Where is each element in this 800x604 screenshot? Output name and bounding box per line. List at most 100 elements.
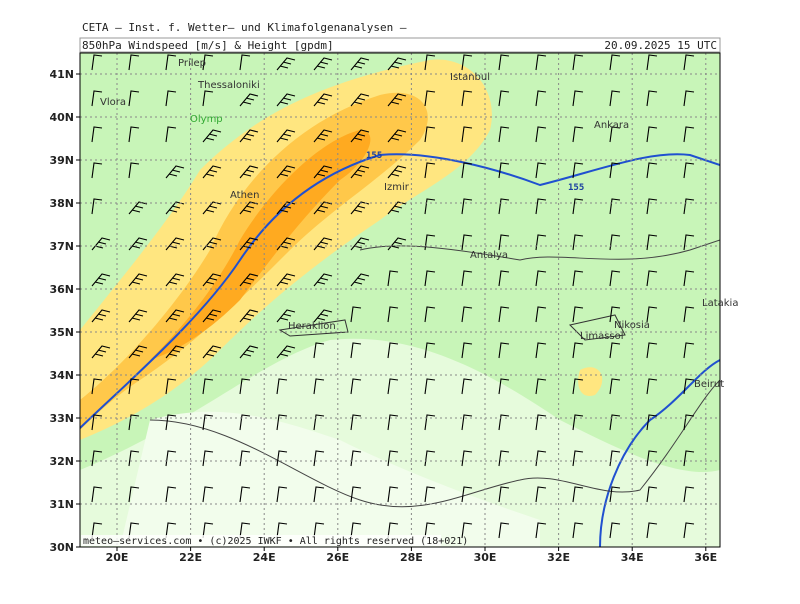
lon-label: 24E xyxy=(253,551,276,564)
wind-barb xyxy=(572,126,584,143)
wind-barb xyxy=(387,201,407,215)
wind-barb xyxy=(424,342,436,359)
wind-barb xyxy=(313,165,333,179)
wind-spot xyxy=(578,367,603,396)
wind-barb xyxy=(498,162,510,179)
wind-25 xyxy=(150,130,371,360)
wind-barb xyxy=(609,486,621,503)
wind-barb xyxy=(350,273,370,287)
lat-label: 41N xyxy=(49,68,74,81)
wind-barb xyxy=(535,522,547,539)
wind-barb xyxy=(683,162,695,179)
wind-barb xyxy=(165,54,177,71)
lat-label: 39N xyxy=(49,154,74,167)
title: CETA — Inst. f. Wetter— und Klimafolgena… xyxy=(82,21,407,34)
wind-barb xyxy=(683,522,695,539)
lat-labels: 41N 40N 39N 38N 37N 36N 35N 34N 33N 32N 31N 30N xyxy=(49,68,80,554)
wind-barb xyxy=(239,93,259,107)
lon-label: 30E xyxy=(474,551,497,564)
wind-barb xyxy=(683,342,695,359)
wind-barb xyxy=(202,522,214,539)
wind-barb xyxy=(646,198,658,215)
wind-barb xyxy=(239,237,259,251)
wind-barb xyxy=(91,345,111,359)
wind-barb xyxy=(239,414,251,431)
wind-barb xyxy=(128,273,148,287)
wind-barb xyxy=(683,450,695,467)
wind-barb xyxy=(91,198,103,215)
lat-label: 34N xyxy=(49,369,74,382)
wind-barb xyxy=(91,162,103,179)
place: Olymp xyxy=(190,114,223,125)
wind-barb xyxy=(461,522,473,539)
wind-barb xyxy=(535,234,547,251)
wind-barb xyxy=(535,126,547,143)
lat-label: 38N xyxy=(49,197,74,210)
wind-barb xyxy=(646,450,658,467)
wind-barb xyxy=(165,378,177,395)
lighter-area xyxy=(120,411,540,547)
wind-barb xyxy=(424,522,436,539)
wind-barb xyxy=(239,273,259,287)
wind-barb xyxy=(91,273,111,287)
lat-label: 40N xyxy=(49,111,74,124)
wind-barb xyxy=(165,345,185,359)
wind-barb xyxy=(128,378,140,395)
wind-barb xyxy=(313,486,325,503)
wind-barb xyxy=(239,345,259,359)
wind-barb xyxy=(202,129,222,143)
wind-barb xyxy=(609,306,621,323)
wind-barb xyxy=(424,414,436,431)
wind-barb xyxy=(683,306,695,323)
wind-barb xyxy=(350,165,370,179)
wind-barb xyxy=(313,57,333,71)
wind-barb xyxy=(424,126,436,143)
wind-barb xyxy=(646,486,658,503)
wind-barb xyxy=(646,234,658,251)
wind-barb xyxy=(165,414,177,431)
cyprus xyxy=(569,314,626,341)
place: Thessaloniki xyxy=(197,80,260,91)
wind-barb xyxy=(91,309,111,323)
wind-barb xyxy=(535,414,547,431)
contour-label: 155 xyxy=(568,183,584,193)
wind-barb xyxy=(572,378,584,395)
lon-label: 26E xyxy=(326,551,349,564)
wind-barb xyxy=(424,486,436,503)
lon-label: 34E xyxy=(621,551,644,564)
height-contour-2 xyxy=(599,359,720,547)
place: Ankara xyxy=(594,120,629,131)
wind-barb xyxy=(165,273,185,287)
wind-barb xyxy=(387,522,399,539)
wind-barb xyxy=(202,201,222,215)
wind-barb xyxy=(683,234,695,251)
wind-barb xyxy=(646,162,658,179)
subtitle-box xyxy=(79,37,721,53)
wind-barb xyxy=(572,198,584,215)
wind-barb xyxy=(239,129,259,143)
wind-barb xyxy=(461,414,473,431)
wind-barb xyxy=(350,414,362,431)
wind-barb xyxy=(239,522,251,539)
wind-barb xyxy=(498,126,510,143)
wind-barb xyxy=(276,309,296,323)
wind-barb xyxy=(276,450,288,467)
lat-label: 33N xyxy=(49,412,74,425)
wind-barb xyxy=(683,270,695,287)
wind-barb xyxy=(387,93,407,107)
wind-barb xyxy=(535,54,547,71)
wind-barb xyxy=(387,57,407,71)
wind-barb xyxy=(609,126,621,143)
wind-barb xyxy=(387,270,399,287)
wind-barb xyxy=(461,126,473,143)
wind-barb xyxy=(202,378,214,395)
wind-barb xyxy=(387,129,407,143)
wind-barb xyxy=(387,486,399,503)
wind-barb xyxy=(461,378,473,395)
footer-bg xyxy=(81,535,441,546)
wind-barb xyxy=(646,342,658,359)
wind-barb xyxy=(313,378,325,395)
wind-barb xyxy=(535,486,547,503)
lon-label: 28E xyxy=(400,551,423,564)
wind-barb xyxy=(313,450,325,467)
